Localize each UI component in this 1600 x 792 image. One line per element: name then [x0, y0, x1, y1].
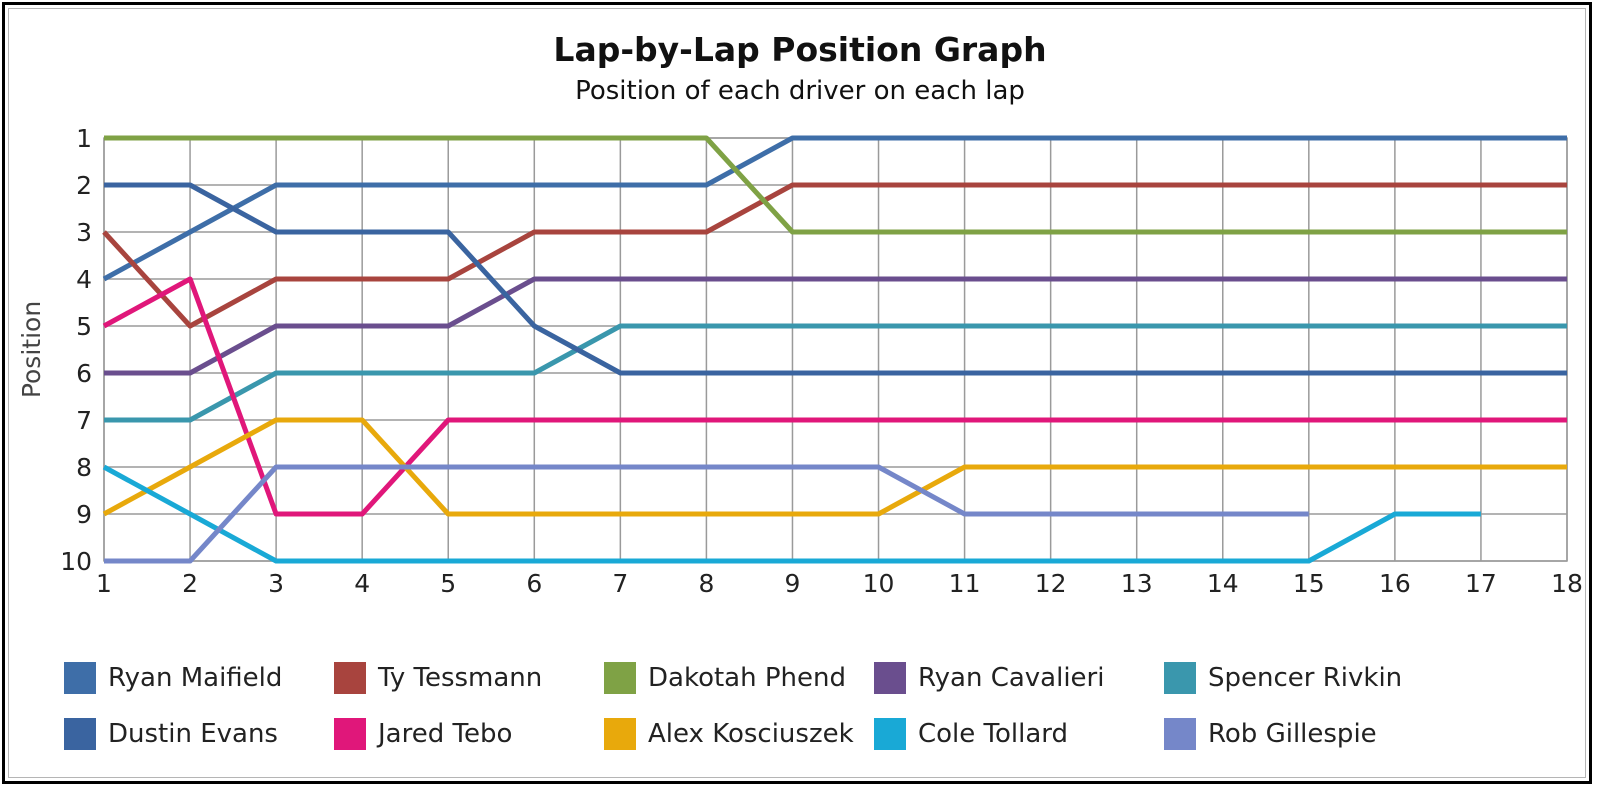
chart-inner-frame	[8, 8, 1586, 778]
grid	[103, 137, 1568, 562]
chart-title: Lap-by-Lap Position Graph	[553, 30, 1047, 69]
series-line	[104, 323, 1567, 423]
axis-layer: 1 2 3 4 5 6 7 8 9 10 11 12 13 14 15 16 17 1812345678910Po…	[17, 124, 1583, 598]
series-line	[102, 135, 1567, 282]
legend-item: Cole Tollard	[874, 718, 1164, 750]
x-tick-label: 11	[949, 569, 981, 598]
series-line	[102, 182, 1567, 329]
x-tick-label: 17	[1465, 569, 1497, 598]
legend-item: Dakotah Phend	[604, 662, 874, 694]
y-tick-label: 6	[76, 359, 92, 388]
legend-label: Jared Tebo	[378, 719, 513, 749]
x-tick-label: 16	[1379, 569, 1411, 598]
y-tick-label: 1	[76, 124, 92, 153]
legend-swatch	[1164, 662, 1196, 694]
legend-label: Rob Gillespie	[1208, 719, 1377, 749]
legend-swatch	[64, 718, 96, 750]
series-line	[104, 135, 1567, 235]
legend-swatch	[334, 718, 366, 750]
legend-swatch	[334, 662, 366, 694]
legend-row: Dustin Evans Jared Tebo Alex Kosciuszek Col…	[64, 706, 1564, 762]
x-tick-label: 10	[863, 569, 895, 598]
legend-item: Ryan Maifield	[64, 662, 334, 694]
legend-item: Jared Tebo	[334, 718, 604, 750]
x-tick-label: 7	[612, 569, 628, 598]
series-line	[104, 464, 1309, 564]
x-tick-label: 18	[1551, 569, 1583, 598]
legend-swatch	[874, 662, 906, 694]
legend: Ryan Maifield Ty Tessmann Dakotah Phend Rya…	[64, 650, 1564, 762]
legend-item: Ryan Cavalieri	[874, 662, 1164, 694]
series-line	[102, 276, 1567, 517]
legend-item: Rob Gillespie	[1164, 718, 1434, 750]
legend-label: Ryan Maifield	[108, 663, 283, 693]
legend-label: Cole Tollard	[918, 719, 1069, 749]
y-axis-label: Position	[17, 301, 46, 398]
legend-label: Alex Kosciuszek	[648, 719, 854, 749]
legend-label: Dustin Evans	[108, 719, 278, 749]
x-tick-label: 14	[1207, 569, 1239, 598]
legend-item: Dustin Evans	[64, 718, 334, 750]
legend-swatch	[604, 718, 636, 750]
legend-item: Spencer Rivkin	[1164, 662, 1434, 694]
x-tick-label: 4	[354, 569, 370, 598]
series-line	[102, 464, 1481, 564]
x-tick-label: 8	[698, 569, 714, 598]
legend-swatch	[874, 718, 906, 750]
y-tick-label: 8	[76, 453, 92, 482]
y-tick-label: 7	[76, 406, 92, 435]
plot-area	[103, 137, 1568, 562]
legend-swatch	[64, 662, 96, 694]
legend-label: Ty Tessmann	[378, 663, 543, 693]
series-layer	[102, 135, 1567, 564]
y-tick-label: 10	[60, 547, 92, 576]
legend-item: Ty Tessmann	[334, 662, 604, 694]
y-tick-label: 2	[76, 171, 92, 200]
x-tick-label: 12	[1035, 569, 1067, 598]
legend-item: Alex Kosciuszek	[604, 718, 874, 750]
legend-label: Ryan Cavalieri	[918, 663, 1105, 693]
y-tick-label: 3	[76, 218, 92, 247]
x-tick-label: 6	[526, 569, 542, 598]
y-tick-label: 4	[76, 265, 92, 294]
legend-label: Dakotah Phend	[648, 663, 846, 693]
x-tick-label: 9	[785, 569, 801, 598]
series-line	[104, 182, 1567, 376]
x-tick-label: 15	[1293, 569, 1325, 598]
x-tick-label: 2	[182, 569, 198, 598]
x-tick-label: 3	[268, 569, 284, 598]
series-line	[102, 417, 1567, 517]
legend-swatch	[604, 662, 636, 694]
legend-label: Spencer Rivkin	[1208, 663, 1403, 693]
x-tick-label: 13	[1121, 569, 1153, 598]
x-tick-label: 1	[96, 569, 112, 598]
x-tick-label: 5	[440, 569, 456, 598]
legend-swatch	[1164, 718, 1196, 750]
legend-row: Ryan Maifield Ty Tessmann Dakotah Phend Rya…	[64, 650, 1564, 706]
y-tick-label: 9	[76, 500, 92, 529]
series-line	[104, 276, 1567, 376]
y-tick-label: 5	[76, 312, 92, 341]
chart-subtitle: Position of each driver on each lap	[575, 76, 1025, 106]
